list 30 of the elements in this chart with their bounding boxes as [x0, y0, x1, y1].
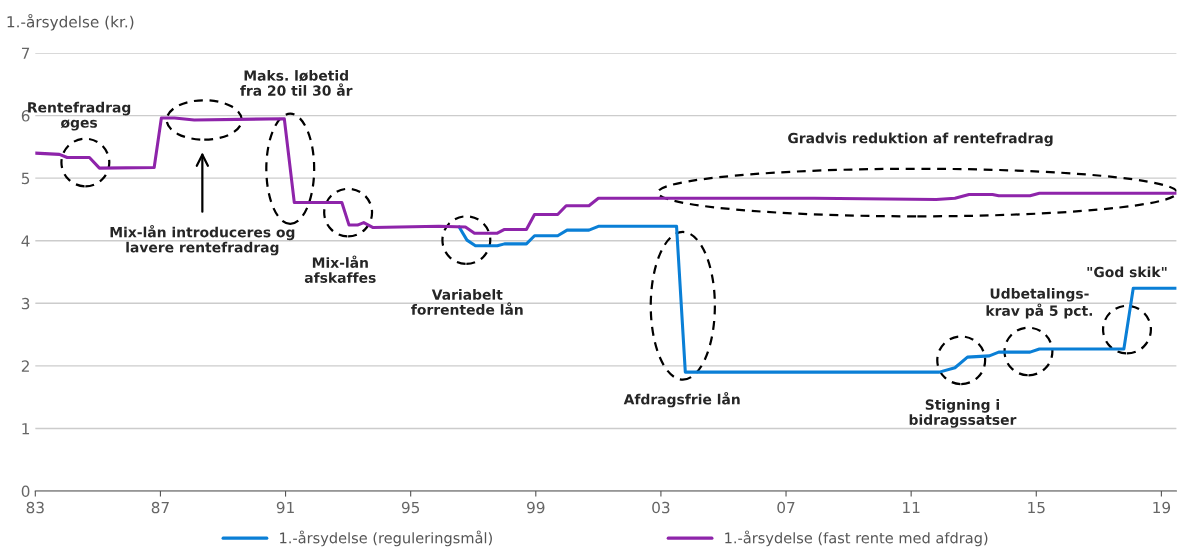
x-tick-label: 03 — [652, 501, 670, 514]
annotation: Gradvis reduktion af rentefradrag — [788, 132, 1053, 147]
y-axis-title: 1.-årsydelse (kr.) — [7, 13, 134, 31]
annotation: Mix-lån introduceres og lavere rentefradrag — [110, 224, 295, 256]
x-tick-label: 19 — [1153, 501, 1171, 514]
legend-label: 1.-årsydelse (reguleringsmål) — [280, 530, 492, 547]
legend-label: 1.-årsydelse (fast rente med afdrag) — [725, 530, 988, 547]
annotation: Mix-lån afskaffes — [304, 255, 376, 283]
x-tick-label: 99 — [527, 501, 545, 514]
annotation: Afdragsfrie lån — [623, 392, 740, 408]
x-tick-label: 11 — [903, 501, 920, 514]
x-tick-label: 91 — [276, 501, 294, 514]
y-tick-label: 4 — [21, 235, 30, 247]
y-tick-label: 0 — [21, 485, 30, 498]
annotation: Maks. løbetid fra 20 til 30 år — [240, 70, 353, 96]
annotation: Variabelt forrentede lån — [411, 289, 523, 315]
y-tick-label: 2 — [21, 360, 29, 372]
y-tick-label: 3 — [21, 297, 30, 310]
annotation: Udbetalings- krav på 5 pct. — [986, 288, 1093, 319]
annotation: Stigning i bidragssatser — [909, 399, 1017, 428]
x-tick-label: 83 — [26, 501, 44, 514]
annotation: "God skik" — [1087, 266, 1167, 278]
y-tick-label: 7 — [21, 47, 30, 59]
x-tick-label: 07 — [777, 501, 795, 514]
y-tick-label: 5 — [21, 172, 30, 185]
y-tick-label: 6 — [21, 110, 30, 122]
x-tick-label: 15 — [1028, 501, 1045, 514]
x-tick-label: 87 — [151, 501, 169, 514]
x-tick-label: 95 — [401, 501, 420, 514]
y-tick-label: 1 — [22, 423, 30, 435]
